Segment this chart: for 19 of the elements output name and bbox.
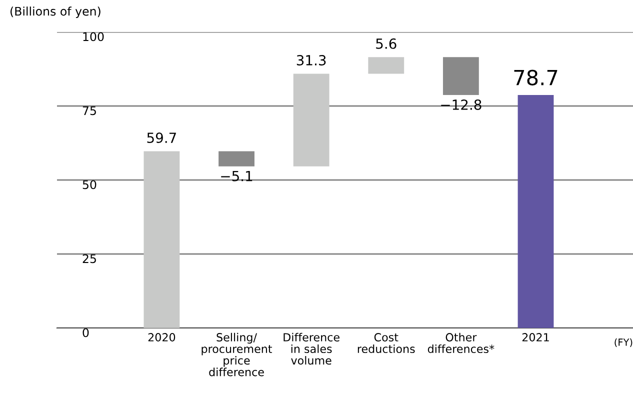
x-tick-label: Other differences* — [428, 332, 494, 354]
x-tick-label: Selling/ procurement price difference — [202, 332, 272, 376]
y-tick-label: 100 — [83, 32, 104, 42]
data-label: −12.8 — [441, 99, 482, 110]
x-tick-label: Difference in sales volume — [284, 332, 340, 365]
data-label: 5.6 — [376, 38, 396, 49]
data-label: 78.7 — [514, 70, 558, 86]
y-tick-label: 0 — [82, 328, 89, 338]
data-label: 59.7 — [147, 132, 176, 144]
data-label: −5.1 — [221, 170, 252, 182]
x-tick-label: Cost reductions — [358, 333, 415, 354]
text: (FY) — [614, 338, 632, 348]
x-tick-label: 2021 — [522, 333, 549, 342]
y-tick-label: 75 — [82, 106, 96, 116]
y-tick-label: 25 — [82, 254, 96, 264]
y-axis-title: (Billions of yen) — [10, 6, 100, 18]
x-tick-label: 2020 — [148, 333, 176, 342]
data-label: 31.3 — [296, 54, 326, 66]
y-tick-label: 50 — [82, 180, 96, 190]
